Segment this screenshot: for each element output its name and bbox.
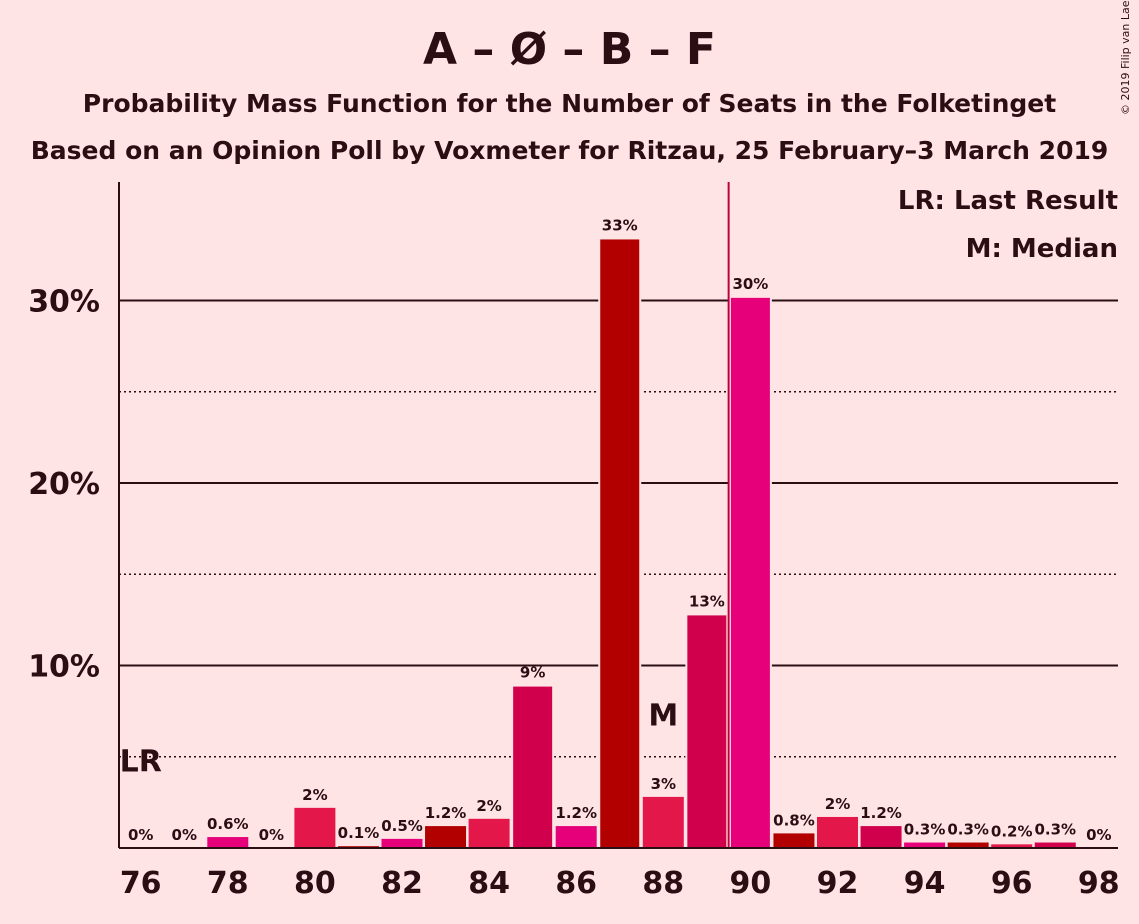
bar-seats-91 [773, 833, 815, 848]
median-marker: M [648, 699, 678, 734]
axes: 10% 20% 30% 76 78 80 82 84 86 88 90 92 94 96 98 [28, 182, 1120, 901]
chart-subtitle: Probability Mass Function for the Number… [82, 89, 1057, 118]
x-tick-label: 80 [294, 866, 336, 901]
x-tick-label: 78 [207, 866, 249, 901]
bar-label-seats-88: 3% [651, 775, 676, 793]
bar-label-seats-82: 0.5% [381, 817, 423, 835]
bar-label-seats-81: 0.1% [338, 824, 380, 842]
bar-label-seats-95: 0.3% [947, 821, 989, 839]
legend-last-result: LR: Last Result [898, 186, 1118, 216]
x-tick-label: 88 [642, 866, 684, 901]
bar-seats-80 [294, 807, 336, 848]
x-tick-label: 82 [381, 866, 423, 901]
last-result-marker: LR [120, 744, 162, 779]
bar-seats-87 [598, 237, 642, 849]
overlays: LR M [120, 182, 730, 848]
bar-seats-90 [728, 295, 772, 850]
bar-labels: 0% 0%0.6%0%2%0.1% 0.5%1.2% 2%9%1.2%33%3%13%… [128, 216, 1112, 844]
x-tick-label: 76 [120, 866, 162, 901]
bar-label-seats-90: 30% [732, 275, 768, 293]
bar-label-seats-77: 0% [172, 826, 197, 844]
bar-seats-78 [207, 837, 249, 848]
x-tick-label: 84 [468, 866, 510, 901]
chart-title: A – Ø – B – F [423, 24, 716, 75]
bar-label-seats-94: 0.3% [904, 821, 946, 839]
bar-seats-86 [555, 826, 597, 848]
bar-seats-88 [642, 796, 684, 848]
bar-label-seats-93: 1.2% [860, 804, 902, 822]
bars [207, 237, 1076, 850]
bar-seats-89 [685, 613, 729, 850]
bar-seats-94 [904, 842, 946, 848]
bar-label-seats-79: 0% [259, 826, 284, 844]
x-tick-label: 86 [555, 866, 597, 901]
bar-label-seats-80: 2% [302, 786, 327, 804]
bar-label-seats-96: 0.2% [991, 822, 1033, 840]
legend-median: M: Median [966, 234, 1118, 264]
bar-label-seats-97: 0.3% [1034, 821, 1076, 839]
y-tick-label: 20% [28, 467, 100, 502]
bar-label-seats-98: 0% [1086, 826, 1111, 844]
chart-source-line: Based on an Opinion Poll by Voxmeter for… [30, 136, 1109, 165]
bar-label-seats-78: 0.6% [207, 815, 249, 833]
bar-label-seats-87: 33% [602, 216, 638, 234]
bar-label-seats-86: 1.2% [555, 804, 597, 822]
y-tick-label: 10% [28, 650, 100, 685]
x-tick-label: 92 [817, 866, 859, 901]
bar-label-seats-85: 9% [520, 664, 545, 682]
x-tick-label: 96 [991, 866, 1033, 901]
bar-seats-96 [991, 844, 1033, 848]
y-tick-label: 30% [28, 285, 100, 320]
bar-seats-92 [817, 816, 858, 848]
bar-seats-82 [381, 838, 423, 848]
x-tick-label: 98 [1078, 866, 1120, 901]
x-tick-label: 90 [730, 866, 772, 901]
bar-label-seats-84: 2% [476, 797, 501, 815]
bar-label-seats-92: 2% [825, 795, 850, 813]
bar-label-seats-76: 0% [128, 826, 153, 844]
bar-label-seats-89: 13% [689, 592, 725, 610]
bar-seats-83 [425, 826, 467, 848]
bar-label-seats-91: 0.8% [773, 811, 815, 829]
bar-seats-85 [511, 684, 555, 850]
bar-seats-95 [947, 842, 989, 848]
bar-seats-84 [468, 818, 510, 848]
bar-seats-97 [1034, 842, 1076, 848]
legend: LR: Last Result M: Median [898, 186, 1118, 264]
bar-label-seats-83: 1.2% [425, 804, 467, 822]
x-tick-label: 94 [904, 866, 946, 901]
bar-seats-93 [860, 826, 902, 848]
